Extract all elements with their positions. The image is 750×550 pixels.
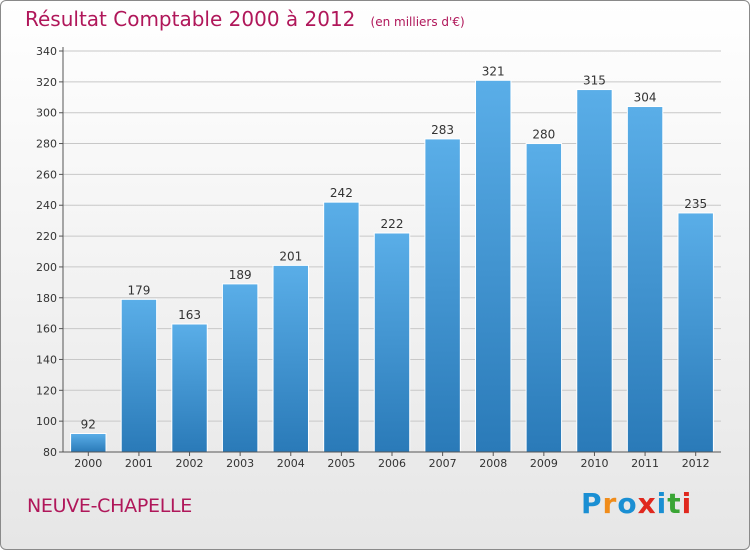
y-tick-label: 160 [36,323,57,336]
x-tick-label-2007: 2007 [429,457,457,470]
x-tick-label-2008: 2008 [479,457,507,470]
x-tick-label-2000: 2000 [74,457,102,470]
logo-letter: o [617,487,638,520]
chart-title-main: Résultat Comptable 2000 à 2012 [25,7,356,31]
value-label-2007: 283 [431,123,454,137]
value-label-2008: 321 [482,64,505,78]
bar-2002 [171,323,208,453]
y-tick-label: 220 [36,230,57,243]
bars [70,79,714,453]
chart-title-unit: (en milliers d'€) [370,15,465,29]
bar-2000 [70,432,107,453]
value-label-2004: 201 [279,249,302,263]
value-label-2012: 235 [684,197,707,211]
bar-2003 [221,283,259,453]
x-tick-label-2009: 2009 [530,457,558,470]
y-tick-label: 320 [36,76,57,89]
value-label-2000: 92 [81,417,96,431]
x-tick-label-2011: 2011 [631,457,659,470]
bar-2007 [424,138,461,453]
y-tick-label: 260 [36,168,57,181]
logo-letter: P [581,487,603,520]
logo-letter: t [667,487,682,520]
bar-2006 [373,232,411,453]
x-tick-label-2006: 2006 [378,457,406,470]
logo-letter: i [681,487,693,520]
bar-2011 [626,106,664,453]
bar-2005 [323,201,360,453]
value-label-2003: 189 [229,268,252,282]
y-tick-label: 180 [36,292,57,305]
chart-title: Résultat Comptable 2000 à 2012 (en milli… [25,7,465,31]
y-tick-label: 300 [36,107,57,120]
y-tick-label: 340 [36,45,57,58]
logo-letter: x [637,487,657,520]
y-tick-label: 200 [36,261,57,274]
bar-2009 [525,143,563,453]
bar-2012 [677,212,714,453]
bar-2004 [272,264,309,453]
value-label-2009: 280 [532,128,555,142]
x-tick-label-2001: 2001 [125,457,153,470]
bar-2010 [576,89,613,453]
x-tick-label-2004: 2004 [277,457,305,470]
x-tick-label-2005: 2005 [327,457,355,470]
x-tick-label-2010: 2010 [580,457,608,470]
axes: 80 100 120 140 160 180 200 220 240 260 280 300 320 34… [36,45,721,470]
value-label-2005: 242 [330,186,353,200]
y-tick-label: 100 [36,415,57,428]
logo-letter: i [656,487,668,520]
y-tick-label: 120 [36,384,57,397]
proxiti-logo[interactable]: Proxiti [581,487,692,520]
commune-name: NEUVE-CHAPELLE [27,495,192,517]
x-tick-label-2012: 2012 [682,457,710,470]
value-label-2002: 163 [178,308,201,322]
y-tick-label: 280 [36,138,57,151]
bar-2008 [475,79,512,453]
bar-2001 [120,298,158,453]
y-tick-label: 80 [43,446,57,459]
y-tick-label: 240 [36,199,57,212]
value-label-2010: 315 [583,74,606,88]
value-label-2006: 222 [381,217,404,231]
logo-letter: r [602,487,618,520]
y-tick-label: 140 [36,353,57,366]
x-tick-label-2003: 2003 [226,457,254,470]
value-label-2001: 179 [127,283,150,297]
value-labels: 92 179 163 189 201 242 222 283 321 280 315 304 235 [81,64,707,431]
value-label-2011: 304 [634,91,657,105]
x-tick-label-2002: 2002 [176,457,204,470]
